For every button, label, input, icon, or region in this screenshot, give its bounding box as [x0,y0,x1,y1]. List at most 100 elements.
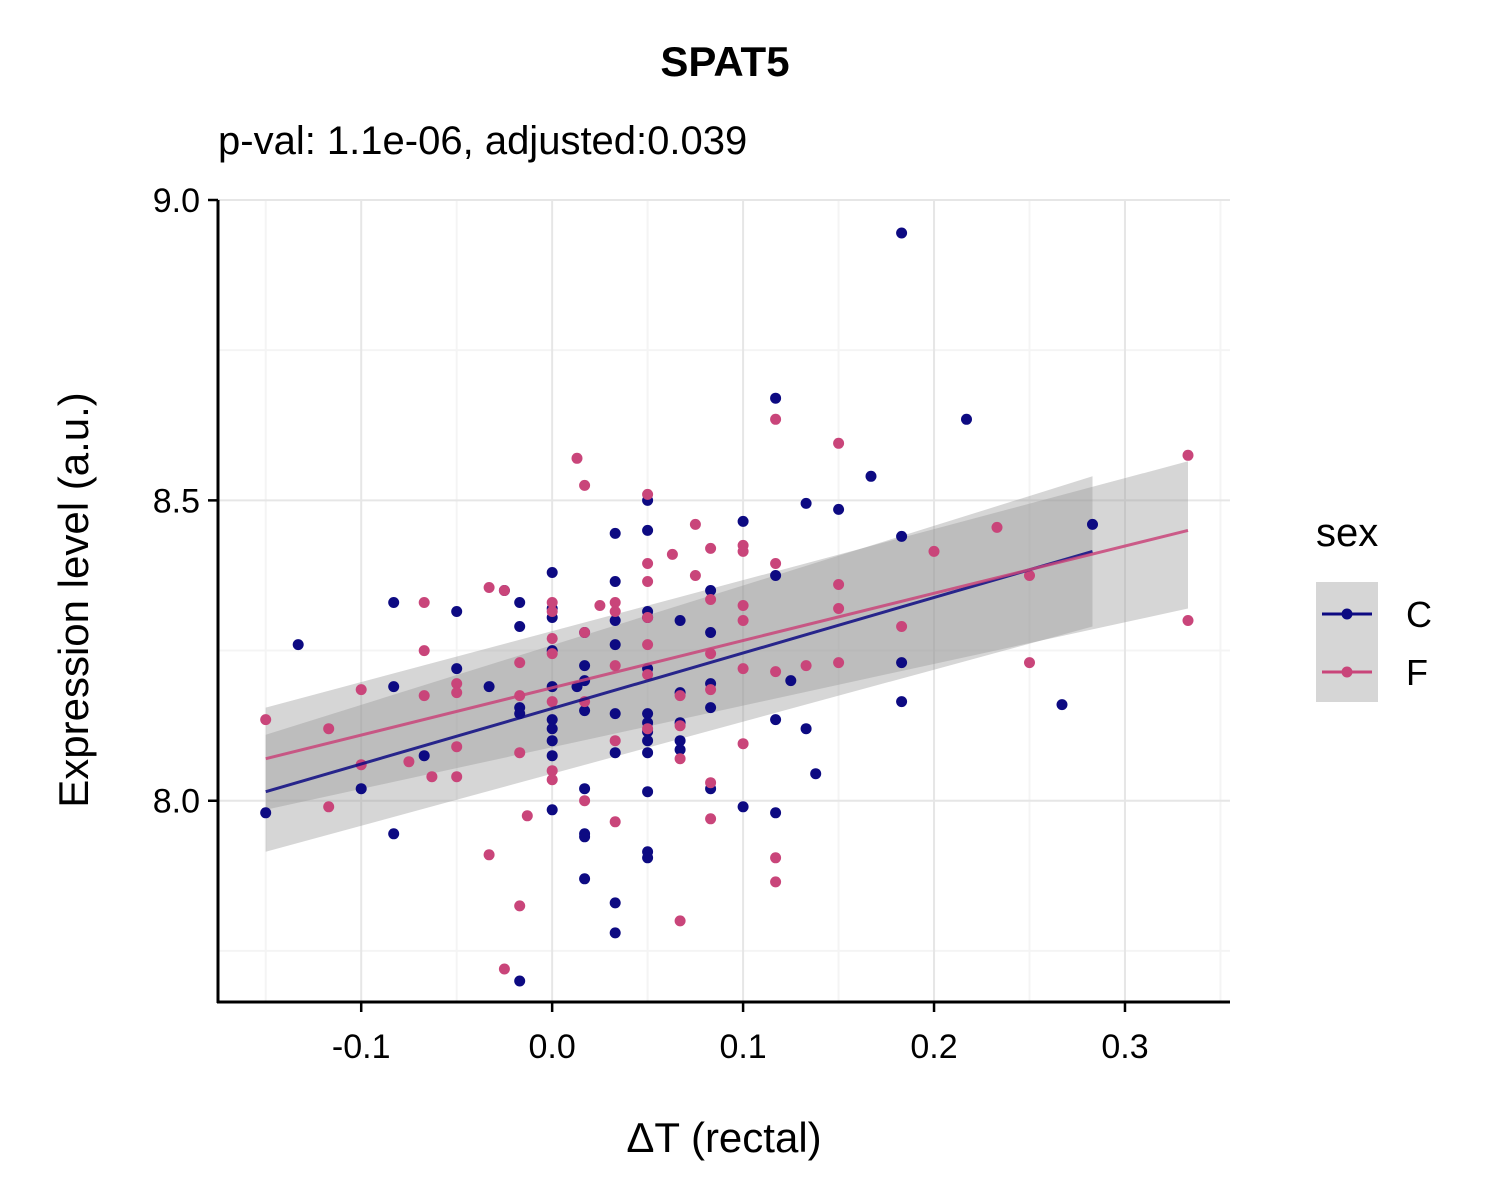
data-point-F [609,660,621,672]
data-point-C [609,576,621,587]
data-point-C [800,723,812,735]
data-point-C [388,597,400,608]
data-point-F [991,521,1003,533]
data-point-C [483,681,495,693]
data-point-F [689,518,701,530]
data-point-C [770,807,782,819]
data-point-C [961,413,972,425]
data-point-C [609,747,621,759]
data-point-F [896,621,908,632]
data-point-F [705,813,717,825]
data-point-F [323,801,335,813]
data-point-F [928,545,940,557]
data-points [260,227,1194,987]
data-point-C [579,660,591,672]
data-point-F [674,690,686,702]
data-point-F [833,603,845,614]
axes: -0.1 0.0 0.1 0.2 0.3 8.0 8.5 9.0 [153,182,1230,1066]
data-point-C [833,503,845,515]
data-point-C [674,744,686,756]
data-point-F [521,810,533,822]
data-point-C [546,567,558,578]
data-point-F [666,548,678,560]
data-point-F [642,612,654,623]
data-point-C [609,615,621,626]
data-point-C [546,750,558,762]
confidence-ribbon-F [265,461,1188,810]
grid-lines [218,199,1230,1002]
data-point-F [546,633,558,644]
data-point-F [737,663,749,675]
data-point-C [451,663,463,675]
data-point-C [770,392,782,404]
data-point-C [579,873,591,885]
data-point-C [355,783,367,795]
y-axis-title: Expression level (a.u.) [50,392,97,808]
data-point-F [498,963,510,975]
data-point-F [260,714,272,726]
data-point-F [451,678,463,690]
data-point-C [546,804,558,816]
data-point-C [896,530,908,542]
data-point-F [498,585,510,596]
data-point-F [609,597,621,608]
data-point-C [388,828,400,840]
data-point-F [609,606,621,617]
data-point-C [388,681,400,693]
data-point-F [546,606,558,617]
data-point-F [737,545,749,557]
data-point-F [546,696,558,708]
data-point-C [1056,699,1068,711]
data-point-F [451,771,463,783]
data-point-C [785,675,797,687]
data-point-F [689,570,701,581]
data-point-C [546,714,558,726]
data-point-F [705,684,717,696]
chart-subtitle: p-val: 1.1e-06, adjusted:0.039 [218,119,747,163]
x-tick-label: 0.3 [1101,1028,1148,1066]
x-axis-title: ΔT (rectal) [626,1114,821,1161]
data-point-F [514,747,526,759]
data-point-C [674,735,686,747]
data-point-C [260,807,272,819]
data-point-F [674,915,686,927]
data-point-F [546,774,558,786]
data-point-C [705,627,717,638]
data-point-C [642,852,654,864]
data-point-F [737,615,749,626]
data-point-C [737,515,749,527]
legend-key-background [1316,582,1378,702]
fit-line-F [265,528,1189,761]
data-point-C [642,524,654,536]
data-point-F [418,690,430,702]
data-point-C [642,786,654,798]
data-point-C [705,702,717,714]
data-point-F [1182,615,1194,626]
data-point-F [770,852,782,864]
data-point-F [579,479,591,491]
data-point-F [833,437,845,449]
data-point-C [642,708,654,720]
data-point-F [642,669,654,681]
data-point-C [546,723,558,735]
legend-key-point-F [1341,666,1353,678]
data-point-F [323,723,335,735]
legend-entries: CF [1316,582,1432,702]
data-point-F [594,600,606,611]
data-point-C [292,639,304,651]
data-point-C [609,708,621,720]
data-point-F [770,558,782,569]
data-point-F [705,648,717,660]
data-point-F [642,639,654,651]
data-point-F [737,738,749,750]
data-point-C [642,735,654,747]
data-point-F [546,648,558,660]
data-point-F [514,657,526,669]
data-point-F [770,666,782,678]
data-point-C [609,897,621,909]
data-point-F [1024,570,1035,581]
data-point-C [1087,518,1098,530]
data-point-C [674,615,686,626]
data-point-F [609,735,621,747]
y-tick-label: 8.5 [153,482,200,520]
